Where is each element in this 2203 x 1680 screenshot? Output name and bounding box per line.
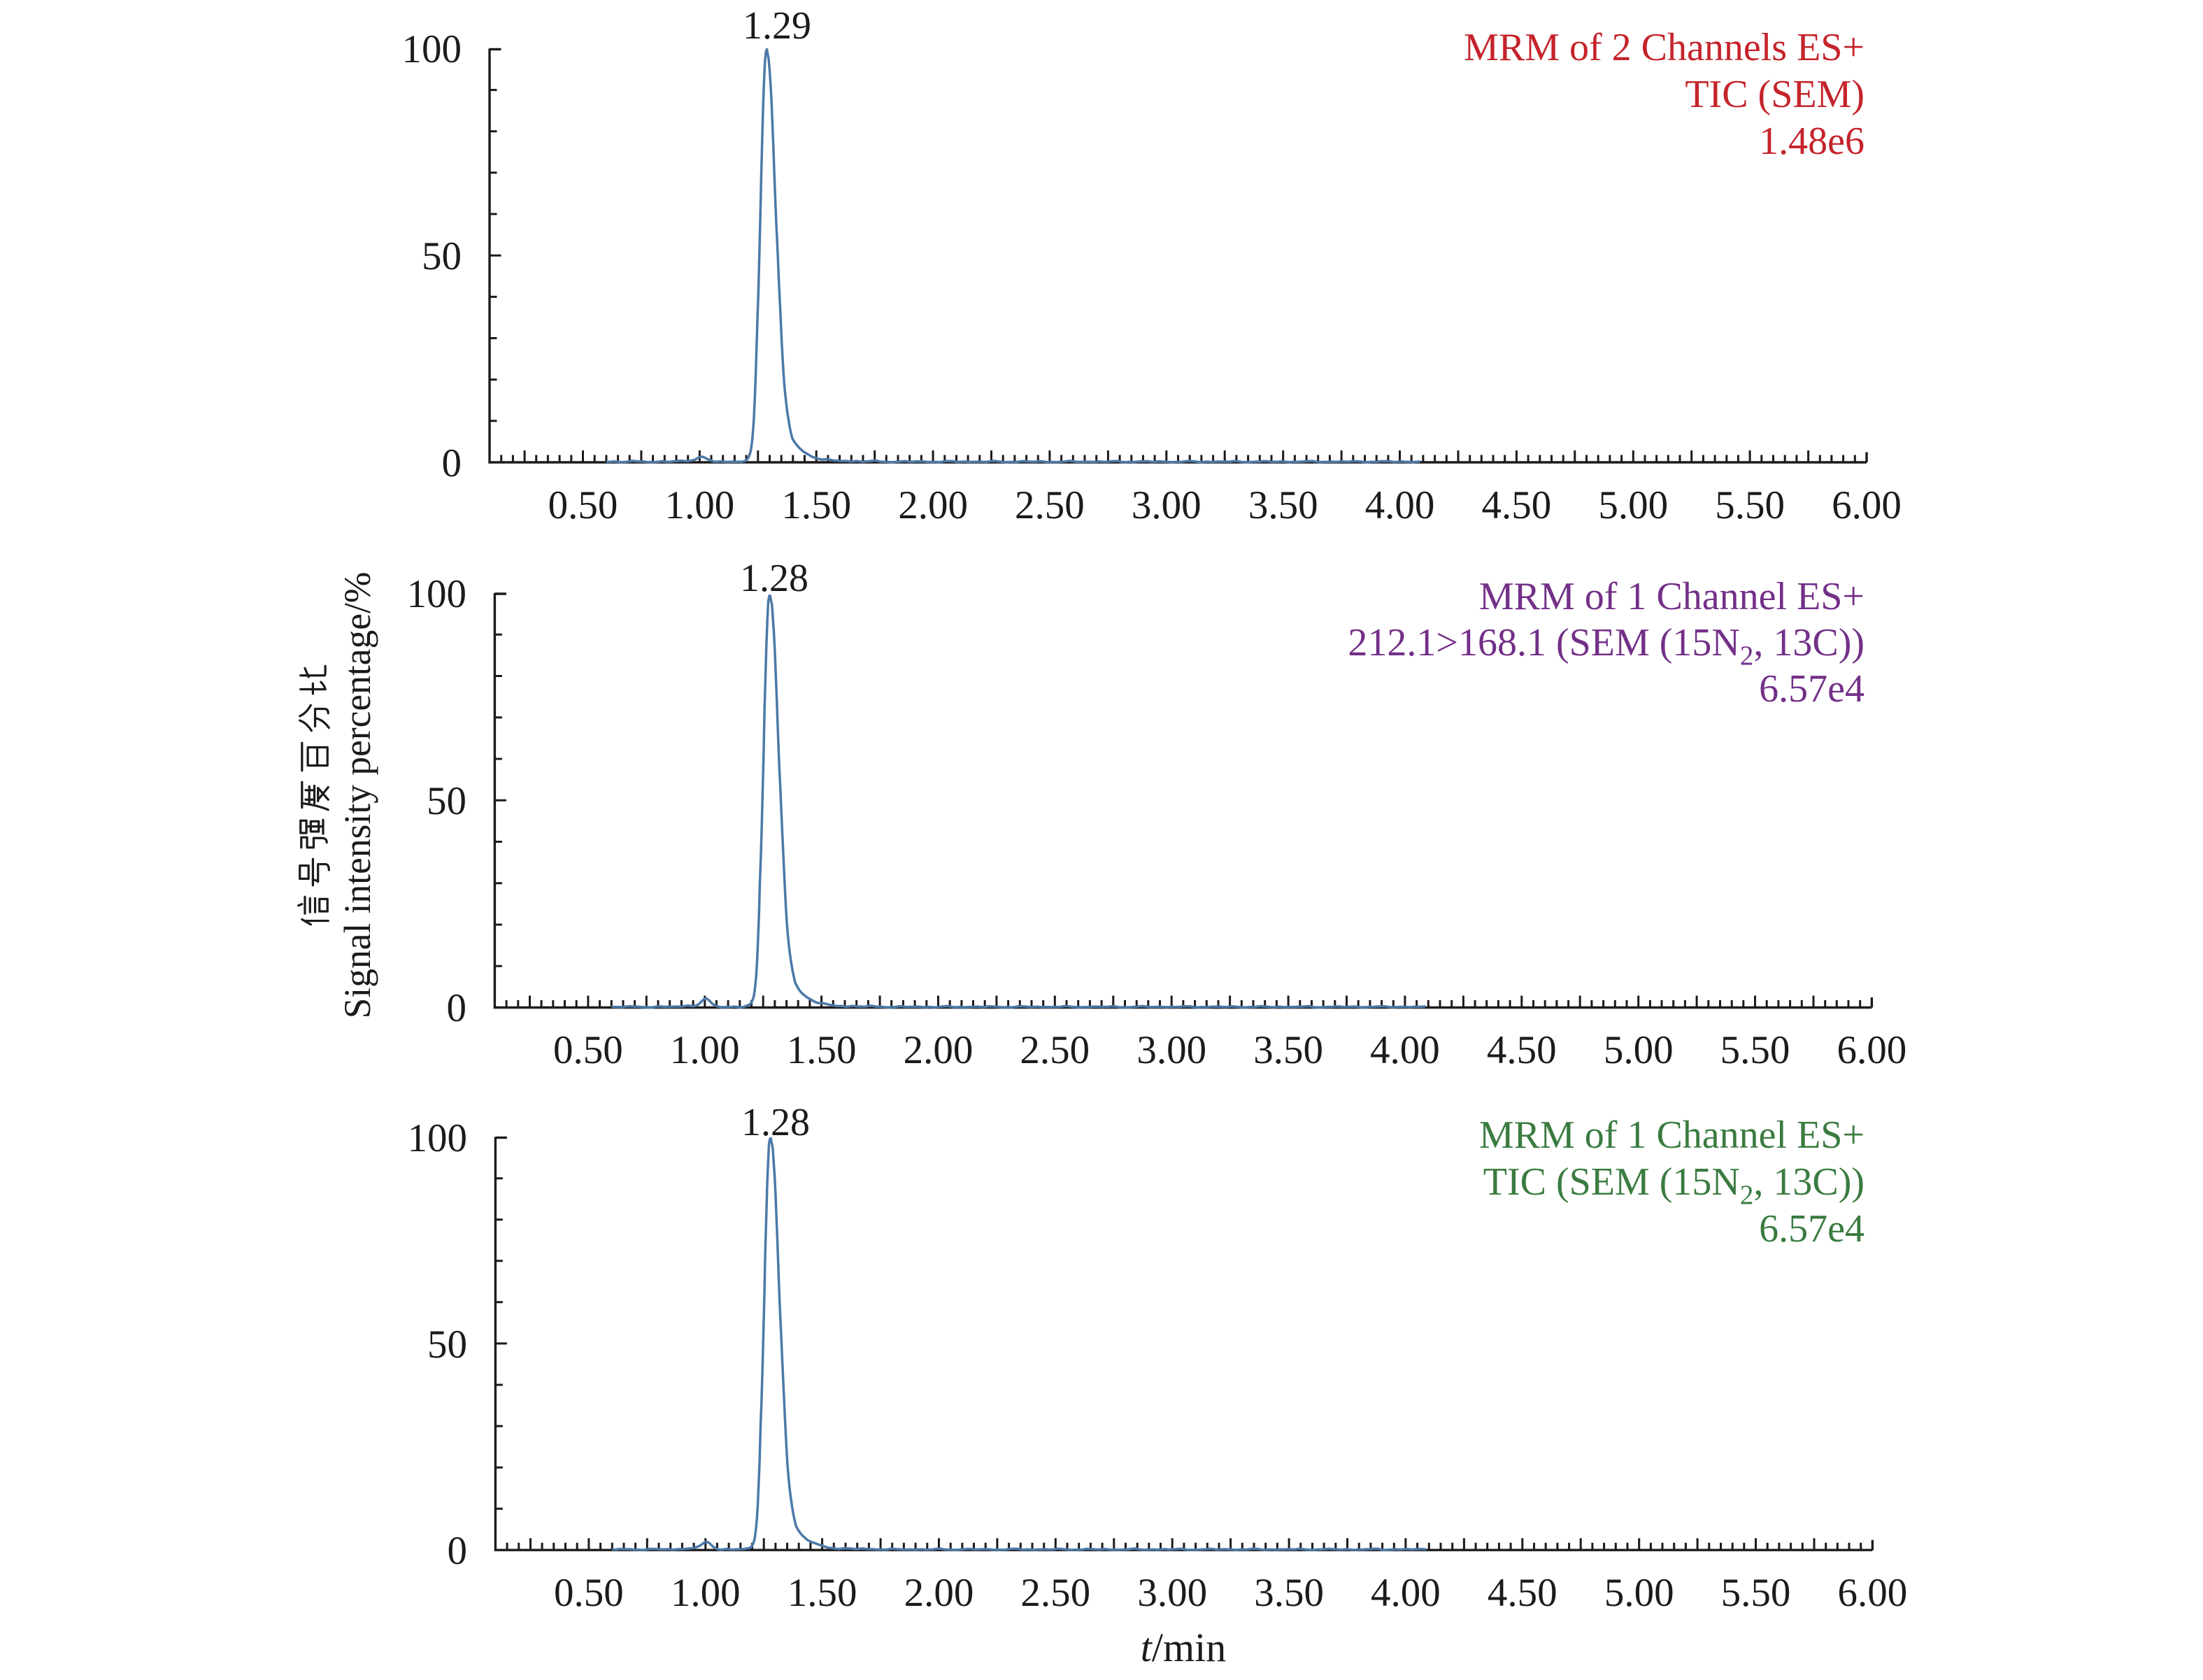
svg-text:0.50: 0.50 — [554, 1571, 624, 1615]
svg-text:1.48e6: 1.48e6 — [1759, 120, 1865, 163]
svg-text:5.00: 5.00 — [1604, 1028, 1674, 1072]
svg-text:t/min: t/min — [1141, 1625, 1226, 1670]
svg-text:4.00: 4.00 — [1371, 1571, 1441, 1615]
svg-text:1.28: 1.28 — [740, 557, 808, 600]
svg-text:2.00: 2.00 — [904, 1571, 974, 1615]
svg-text:5.00: 5.00 — [1604, 1571, 1674, 1615]
svg-text:6.57e4: 6.57e4 — [1759, 1207, 1865, 1251]
svg-text:3.00: 3.00 — [1137, 1571, 1207, 1615]
svg-text:2.50: 2.50 — [1020, 1028, 1090, 1072]
svg-text:2.50: 2.50 — [1020, 1571, 1090, 1615]
svg-text:TIC (SEM): TIC (SEM) — [1685, 73, 1865, 116]
svg-text:100: 100 — [407, 572, 467, 616]
svg-text:1.29: 1.29 — [743, 4, 811, 48]
svg-text:4.50: 4.50 — [1482, 483, 1552, 527]
svg-text:4.00: 4.00 — [1370, 1028, 1440, 1072]
svg-text:3.00: 3.00 — [1132, 483, 1202, 527]
svg-text:212.1>168.1 (SEM (15N2, 13C)): 212.1>168.1 (SEM (15N2, 13C)) — [1348, 621, 1865, 671]
svg-text:0.50: 0.50 — [553, 1028, 623, 1072]
svg-text:1.50: 1.50 — [787, 1571, 857, 1615]
svg-text:0: 0 — [447, 986, 467, 1030]
svg-text:5.00: 5.00 — [1598, 483, 1668, 527]
svg-text:1.50: 1.50 — [787, 1028, 857, 1072]
svg-text:1.00: 1.00 — [670, 1028, 740, 1072]
svg-text:MRM of 1 Channel ES+: MRM of 1 Channel ES+ — [1479, 575, 1865, 618]
svg-text:4.50: 4.50 — [1488, 1571, 1557, 1615]
svg-text:2.50: 2.50 — [1015, 483, 1085, 527]
svg-text:2.00: 2.00 — [904, 1028, 974, 1072]
svg-text:100: 100 — [408, 1116, 468, 1160]
svg-text:50: 50 — [427, 1323, 467, 1367]
svg-text:1.00: 1.00 — [671, 1571, 741, 1615]
svg-text:100: 100 — [402, 27, 462, 71]
svg-text:1.50: 1.50 — [781, 483, 851, 527]
svg-text:4.00: 4.00 — [1365, 483, 1435, 527]
svg-text:6.00: 6.00 — [1838, 1571, 1908, 1615]
svg-text:0.50: 0.50 — [548, 483, 618, 527]
svg-text:5.50: 5.50 — [1720, 1028, 1790, 1072]
svg-text:50: 50 — [427, 779, 466, 823]
svg-text:3.50: 3.50 — [1248, 483, 1318, 527]
svg-text:50: 50 — [422, 234, 462, 278]
svg-text:Signal intensity percentage/%: Signal intensity percentage/% — [336, 572, 378, 1019]
svg-text:5.50: 5.50 — [1715, 483, 1785, 527]
svg-text:4.50: 4.50 — [1487, 1028, 1557, 1072]
svg-text:0: 0 — [442, 441, 462, 485]
svg-text:MRM of 2 Channels ES+: MRM of 2 Channels ES+ — [1464, 26, 1865, 69]
svg-text:6.57e4: 6.57e4 — [1759, 667, 1865, 711]
svg-text:MRM of 1 Channel ES+: MRM of 1 Channel ES+ — [1479, 1113, 1865, 1157]
svg-text:6.00: 6.00 — [1837, 1028, 1907, 1072]
svg-text:5.50: 5.50 — [1721, 1571, 1791, 1615]
svg-text:6.00: 6.00 — [1832, 483, 1902, 527]
svg-text:1.00: 1.00 — [665, 483, 735, 527]
svg-text:1.28: 1.28 — [741, 1101, 810, 1144]
svg-text:3.50: 3.50 — [1253, 1028, 1323, 1072]
svg-text:3.50: 3.50 — [1254, 1571, 1324, 1615]
svg-text:2.00: 2.00 — [898, 483, 968, 527]
svg-text:TIC (SEM (15N2, 13C)): TIC (SEM (15N2, 13C)) — [1483, 1160, 1865, 1210]
svg-text:0: 0 — [448, 1529, 468, 1573]
svg-text:3.00: 3.00 — [1136, 1028, 1206, 1072]
